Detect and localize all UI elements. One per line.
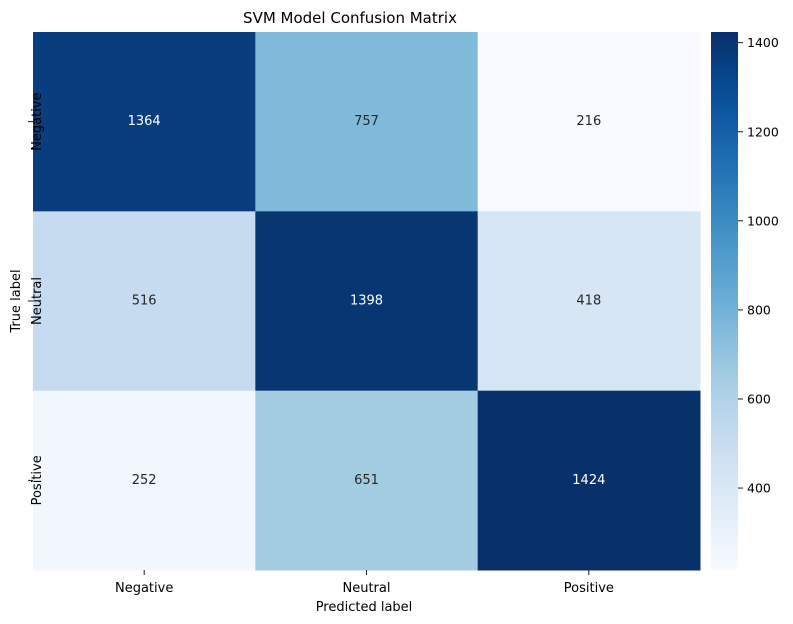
cell-value-label: 757 (354, 114, 379, 129)
heatmap-cell (33, 32, 256, 212)
heatmap-cell (255, 32, 479, 212)
cell-value-label: 651 (354, 473, 379, 488)
colorbar (711, 32, 738, 570)
colorbar-tick-label: 1400 (747, 35, 779, 50)
y-tick-label: Negative (30, 92, 45, 150)
cell-value-label: 418 (576, 294, 601, 309)
colorbar-ticks: 400 600 800 1000 1200 1400 (738, 35, 779, 496)
heatmap-cell (477, 390, 701, 571)
x-tick-label: Positive (564, 581, 614, 596)
y-tick-label: Positive (30, 455, 45, 505)
colorbar-tick-label: 400 (747, 481, 771, 496)
cell-value-label: 1398 (350, 294, 383, 309)
cell-value-label: 1364 (128, 114, 161, 129)
cell-value-label: 516 (132, 294, 157, 309)
cell-value-label: 216 (576, 114, 601, 129)
heatmap-cell (255, 390, 479, 571)
heatmap-cell (255, 211, 479, 392)
x-tick-label: Negative (115, 581, 173, 596)
colorbar-tick-label: 1200 (747, 124, 779, 139)
y-axis-label: True label (9, 269, 24, 333)
heatmap-cell (33, 211, 256, 392)
y-axis-ticks: Negative Neutral Positive (28, 92, 45, 505)
heatmap-cell (477, 32, 701, 212)
y-tick-label: Neutral (30, 277, 45, 325)
heatmap-cells (33, 32, 701, 571)
colorbar-tick-label: 1000 (747, 213, 779, 228)
colorbar-tick-label: 800 (747, 302, 771, 317)
colorbar-tick-label: 600 (747, 391, 771, 406)
heatmap-cell (33, 390, 256, 571)
chart-title: SVM Model Confusion Matrix (243, 9, 457, 27)
heatmap-cell (477, 211, 701, 392)
heatmap-cell-labels: 1364 757 216 516 1398 418 252 651 1424 (128, 114, 606, 488)
cell-value-label: 252 (132, 473, 157, 488)
x-tick-label: Neutral (343, 581, 391, 596)
x-axis-ticks: Negative Neutral Positive (115, 570, 614, 596)
x-axis-label: Predicted label (316, 600, 413, 615)
cell-value-label: 1424 (572, 473, 605, 488)
